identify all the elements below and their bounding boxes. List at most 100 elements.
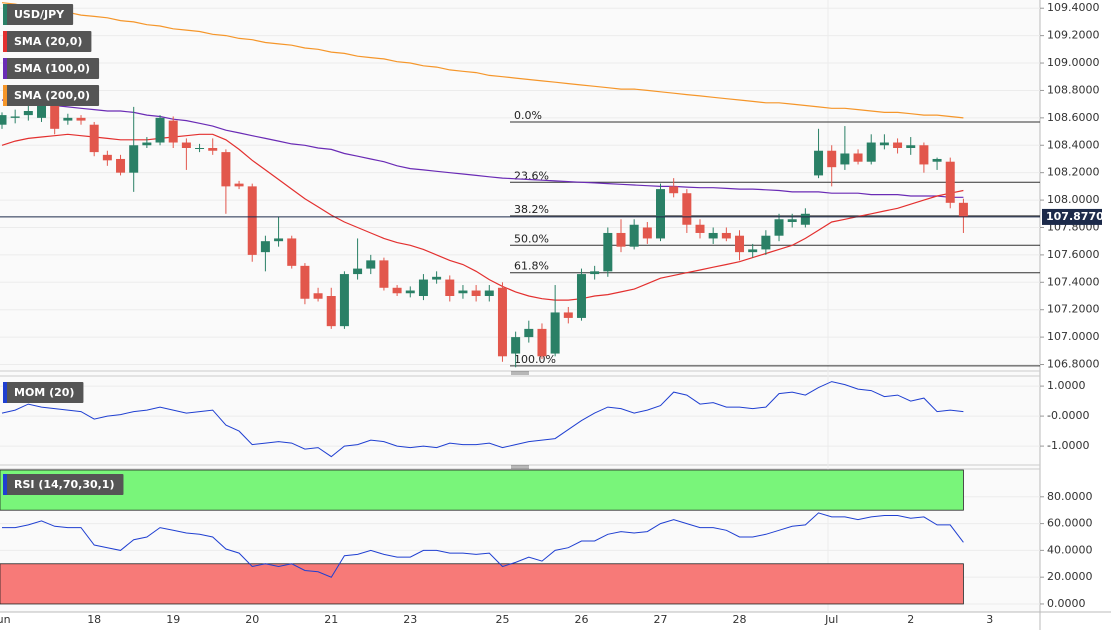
candle-body (50, 104, 60, 129)
candle-body (879, 142, 889, 146)
legend-box (3, 4, 74, 25)
x-tick-label: 3 (986, 613, 993, 626)
candle-body (761, 235, 771, 250)
candle-body (0, 115, 7, 125)
candle-body (827, 150, 837, 168)
legend-swatch (3, 85, 7, 106)
legend-box (3, 382, 84, 403)
x-tick-label: Jul (824, 613, 838, 626)
fib-label: 100.0% (514, 353, 556, 366)
y-tick-label: 80.0000 (1047, 490, 1093, 503)
y-tick-label: 20.0000 (1047, 570, 1093, 583)
y-tick-label: 60.0000 (1047, 517, 1093, 530)
candle-body (800, 213, 810, 225)
candle-body (432, 276, 442, 280)
x-tick-label: 19 (166, 613, 180, 626)
candle-body (629, 224, 639, 247)
candle-body (287, 238, 297, 266)
candle-body (945, 161, 955, 203)
x-tick-label: 25 (495, 613, 509, 626)
candle-body (339, 274, 349, 327)
candle-body (735, 235, 745, 253)
candle-body (958, 202, 968, 217)
y-tick-label: -0.0000 (1047, 409, 1089, 422)
candle-body (484, 290, 494, 296)
candle-body (445, 279, 455, 296)
y-tick-label: 1.0000 (1047, 379, 1086, 392)
x-tick-label: 26 (574, 613, 588, 626)
candle-body (23, 111, 33, 116)
candle-body (168, 120, 178, 143)
candle-body (814, 150, 824, 176)
candle-body (89, 124, 99, 153)
legend-box (3, 58, 100, 79)
legend-box (3, 474, 124, 495)
candle-body (353, 268, 363, 275)
fib-label: 61.8% (514, 260, 549, 273)
candle-body (37, 104, 47, 118)
candle-body (418, 279, 428, 296)
y-tick-label: 0.0000 (1047, 597, 1086, 610)
legend-swatch (3, 31, 7, 52)
plot-background (0, 0, 1040, 612)
y-tick-label: 107.4000 (1047, 275, 1100, 288)
sma-line (1, 99, 964, 198)
candle-body (247, 186, 257, 255)
candle-body (853, 153, 863, 162)
candle-body (695, 224, 705, 233)
candle-body (366, 260, 376, 269)
legend-label: SMA (100,0) (14, 62, 90, 75)
x-tick-label: 23 (403, 613, 417, 626)
legend-label: SMA (20,0) (14, 35, 82, 48)
y-tick-label: 107.0000 (1047, 330, 1100, 343)
y-tick-label: 107.2000 (1047, 303, 1100, 316)
fib-label: 38.2% (514, 203, 549, 216)
candle-body (63, 117, 73, 121)
candle-body (102, 154, 112, 161)
rsi-band (0, 563, 964, 605)
x-tick-label: 20 (245, 613, 259, 626)
candle-body (313, 293, 323, 299)
candle-body (642, 227, 652, 239)
fib-label: 50.0% (514, 232, 549, 245)
x-tick-label: 28 (733, 613, 747, 626)
y-tick-label: 108.2000 (1047, 166, 1100, 179)
candle-body (708, 232, 718, 239)
candle-body (497, 287, 507, 357)
candle-body (721, 232, 731, 239)
indicator-line (1, 381, 964, 458)
candle-body (221, 152, 231, 187)
candle-body (10, 116, 20, 118)
y-tick-label: 108.6000 (1047, 111, 1100, 124)
legend-swatch (3, 58, 7, 79)
candle-body (116, 158, 126, 173)
candle-body (471, 290, 481, 296)
candle-body (260, 241, 270, 253)
candle-body (682, 193, 692, 225)
candle-body (405, 290, 415, 294)
candle-body (616, 232, 626, 247)
resize-handle[interactable] (511, 371, 529, 469)
rsi-band (0, 469, 964, 511)
candle-body (563, 312, 573, 318)
x-tick-label: Jun (0, 613, 11, 626)
candle-body (76, 117, 86, 121)
candle-body (234, 183, 244, 187)
legend-swatch (3, 4, 7, 25)
candle-body (893, 142, 903, 148)
candle-body (129, 145, 139, 173)
candle-body (866, 142, 876, 162)
candle-body (511, 337, 521, 354)
candle-body (656, 189, 665, 239)
candle-body (840, 153, 850, 165)
candle-body (274, 238, 284, 242)
candle-body (748, 249, 758, 253)
legend-box (3, 85, 100, 106)
y-tick-label: -1.0000 (1047, 439, 1089, 452)
x-tick-label: 27 (654, 613, 668, 626)
last-price-label: 107.8770 (1046, 210, 1104, 223)
y-tick-label: 106.8000 (1047, 358, 1100, 371)
legend-box (3, 31, 92, 52)
legend-label: RSI (14,70,30,1) (14, 478, 114, 491)
